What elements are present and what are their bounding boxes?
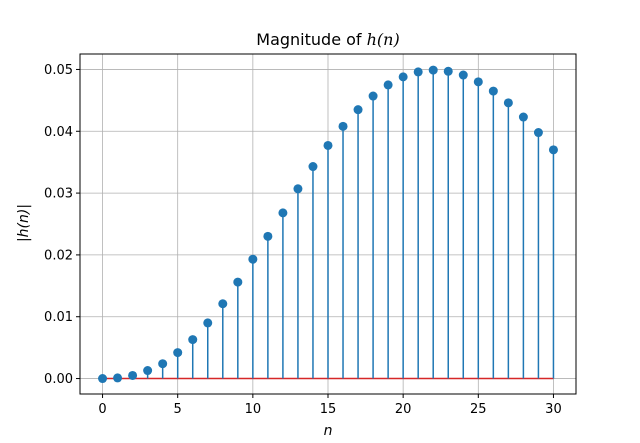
stem-marker xyxy=(98,374,108,384)
stem-marker xyxy=(488,86,498,96)
y-tick-label: 0.05 xyxy=(44,63,73,78)
stem-marker xyxy=(278,208,288,218)
x-axis: 0 5 10 15 20 25 30 xyxy=(98,394,562,417)
x-tick-label: 5 xyxy=(174,402,182,417)
stem-marker xyxy=(173,348,183,358)
y-tick-label: 0.03 xyxy=(44,187,73,202)
y-tick-label: 0.02 xyxy=(44,248,73,263)
y-tick-label: 0.04 xyxy=(44,125,73,140)
x-tick-label: 0 xyxy=(98,402,106,417)
stem-marker xyxy=(188,335,198,345)
stem-marker xyxy=(218,299,228,309)
stem-layer xyxy=(116,70,555,379)
y-tick-label: 0.01 xyxy=(44,310,73,325)
x-axis-label: n xyxy=(324,423,333,439)
stem-marker xyxy=(113,373,123,383)
stem-marker xyxy=(383,80,393,90)
stem-marker xyxy=(233,277,243,287)
stem-marker xyxy=(518,112,528,122)
stem-marker xyxy=(293,184,303,194)
stem-marker xyxy=(323,140,333,150)
stem-marker xyxy=(413,67,423,77)
stem-marker xyxy=(368,91,378,101)
stem-marker xyxy=(548,145,558,155)
stem-marker xyxy=(338,121,348,131)
stem-marker xyxy=(263,231,273,241)
y-tick-label: 0.00 xyxy=(44,372,73,387)
stem-marker xyxy=(143,366,153,376)
y-axis-label: |h(n)| xyxy=(16,204,32,242)
stem-marker xyxy=(248,254,258,264)
stem-marker xyxy=(128,370,138,380)
x-tick-label: 10 xyxy=(245,402,262,417)
stem-marker xyxy=(458,70,468,80)
stem-marker xyxy=(398,72,408,82)
stem-marker xyxy=(203,318,213,328)
x-tick-label: 15 xyxy=(320,402,337,417)
stem-marker xyxy=(428,65,438,75)
stem-marker xyxy=(308,162,318,172)
y-axis: 0.00 0.01 0.02 0.03 0.04 0.05 xyxy=(44,63,80,387)
x-tick-label: 30 xyxy=(545,402,562,417)
stem-marker xyxy=(353,105,363,115)
stem-marker xyxy=(158,359,168,369)
chart-title: Magnitude of h(n) xyxy=(256,30,399,49)
stem-marker xyxy=(473,77,483,87)
marker-layer xyxy=(98,65,558,384)
stem-marker xyxy=(443,66,453,76)
x-tick-label: 20 xyxy=(395,402,412,417)
x-tick-label: 25 xyxy=(470,402,487,417)
stem-marker xyxy=(533,128,543,138)
stem-marker xyxy=(503,98,513,108)
